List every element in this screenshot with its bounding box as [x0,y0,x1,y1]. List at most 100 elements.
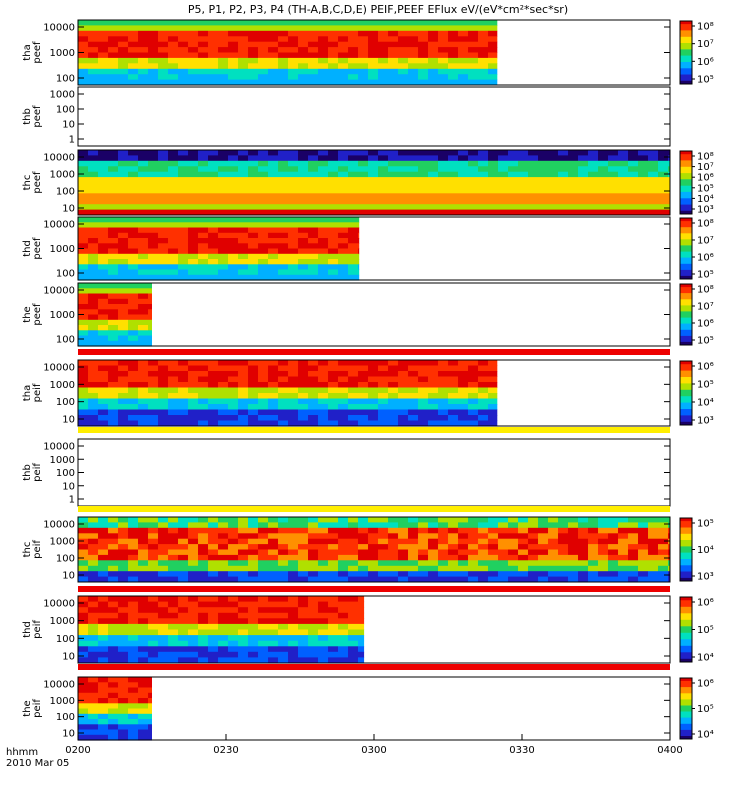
heatmap-cell [158,209,168,216]
colorbar-step [680,237,692,240]
heatmap-cell [88,682,98,689]
heatmap-cell [328,204,338,211]
heatmap-cell [478,549,488,556]
heatmap-cell [248,204,258,211]
heatmap-cell [498,522,508,529]
heatmap-cell [198,517,208,523]
heatmap-cell [448,166,458,173]
colorbar-step [680,240,692,243]
colorbar-step [680,410,692,413]
heatmap-cell [148,79,158,86]
heatmap-cell [468,420,478,427]
heatmap-cell [138,682,148,689]
heatmap-cell [648,198,658,205]
heatmap-cell [468,387,478,394]
heatmap-cell [278,198,288,205]
heatmap-cell [278,63,288,70]
heatmap-cell [328,371,338,377]
heatmap-cell [298,657,308,664]
heatmap-cell [408,198,418,205]
heatmap-cell [358,635,365,642]
heatmap-cell [158,533,168,540]
heatmap-cell [558,522,568,529]
heatmap-cell [538,533,548,540]
colorbar-step [680,151,692,154]
colorbar-step [680,642,692,645]
heatmap-cell [258,160,268,167]
heatmap-cell [288,404,298,410]
heatmap-cell [578,209,588,216]
heatmap-cell [288,248,298,255]
heatmap-cell [568,187,578,194]
heatmap-cell [88,398,98,405]
heatmap-cell [88,238,98,244]
heatmap-cell [438,533,448,540]
heatmap-cell [578,171,588,178]
colorbar-step [680,204,692,207]
heatmap-cell [138,57,148,64]
heatmap-cell [408,538,418,545]
heatmap-cell [268,20,278,26]
heatmap-cell [338,607,348,614]
heatmap-cell [268,365,278,372]
heatmap-cell [88,177,98,183]
colorbar-step [680,734,692,737]
heatmap-cell [398,20,408,26]
y-axis-label: thc peif [22,540,43,559]
heatmap-cell [158,52,168,59]
colorbar-step [680,191,692,194]
heatmap-cell [278,607,288,614]
heatmap-cell [488,171,498,178]
heatmap-cell [488,533,498,540]
heatmap-cell [218,522,228,529]
heatmap-cell [408,554,418,561]
heatmap-cell [168,623,178,630]
heatmap-cell [238,657,248,664]
heatmap-cell [308,238,318,244]
heatmap-cell [538,187,548,194]
heatmap-cell [448,57,458,64]
heatmap-cell [338,522,348,529]
heatmap-cell [508,522,518,529]
colorbar-step [680,687,692,690]
heatmap-cell [428,20,438,26]
heatmap-cell [118,677,128,683]
heatmap-cell [248,565,258,572]
heatmap-cell [668,533,670,540]
heatmap-cell [658,538,668,545]
heatmap-cell [428,79,438,86]
heatmap-cell [628,571,638,578]
heatmap-cell [198,274,208,281]
heatmap-cell [648,155,658,162]
heatmap-cell [178,20,188,26]
heatmap-cell [318,198,328,205]
heatmap-cell [268,243,278,250]
heatmap-cell [138,330,148,337]
heatmap-cell [338,150,348,156]
heatmap-cell [318,274,328,281]
heatmap-cell [328,47,338,53]
heatmap-cell [238,222,248,229]
heatmap-cell [228,415,238,421]
heatmap-cell [98,729,108,736]
heatmap-cell [218,269,228,276]
heatmap-cell [288,79,298,86]
heatmap-cell [88,719,98,725]
heatmap-cell [168,243,178,250]
heatmap-cell [138,677,148,683]
heatmap-cell [558,565,568,572]
heatmap-cell [458,387,468,394]
heatmap-cell [628,565,638,572]
heatmap-cell [358,549,368,556]
heatmap-cell [128,309,138,316]
heatmap-cell [578,544,588,550]
heatmap-cell [78,253,88,260]
heatmap-cell [108,734,118,741]
colorbar-tick-label: 10⁷ [697,302,714,313]
heatmap-cell [518,182,528,189]
heatmap-cell [198,57,208,64]
heatmap-cell [258,150,268,156]
heatmap-cell [398,209,408,216]
heatmap-cell [358,371,368,377]
heatmap-cell [458,20,468,26]
